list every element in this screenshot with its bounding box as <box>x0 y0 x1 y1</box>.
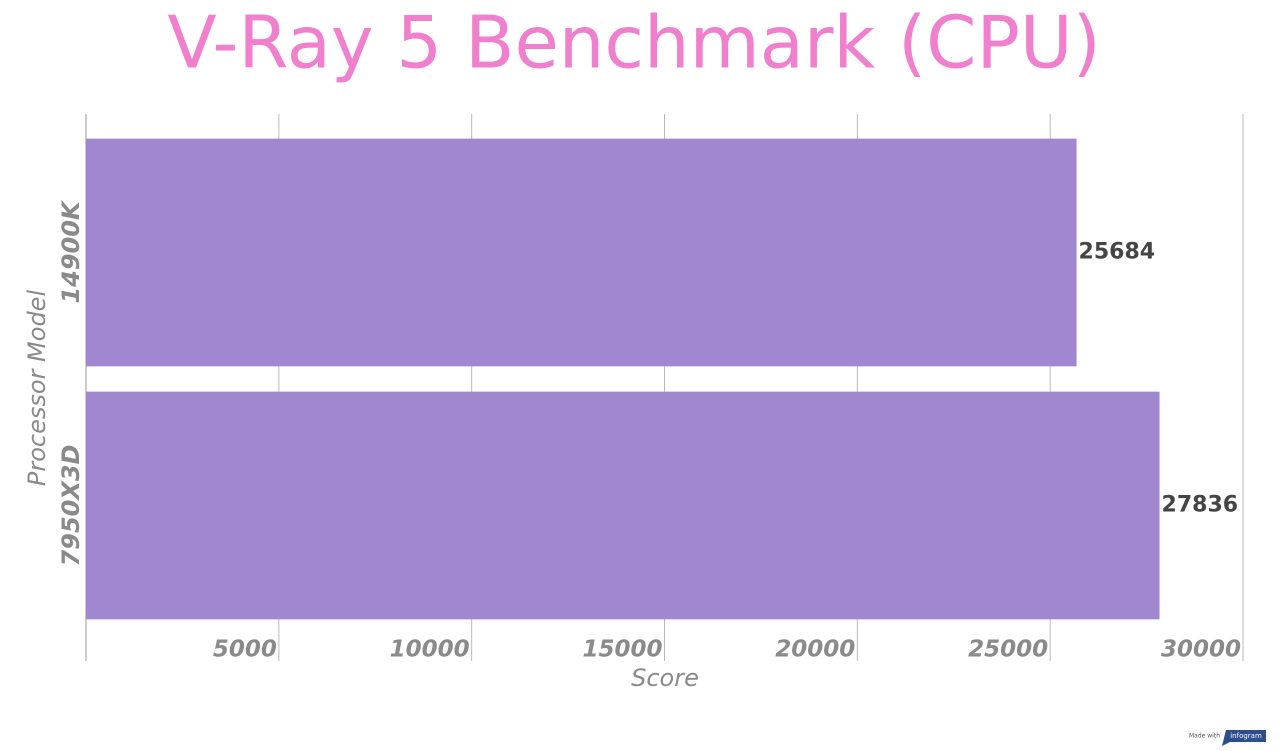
value-label: 25684 <box>1079 240 1156 265</box>
x-tick-label: 10000 <box>390 637 470 663</box>
footer-made-with: Made with <box>1189 733 1220 740</box>
value-label: 27836 <box>1162 493 1239 518</box>
x-tick-label: 15000 <box>582 637 662 663</box>
x-tick-label: 30000 <box>1161 637 1241 663</box>
bar <box>86 391 1160 620</box>
y-tick-label: 14900K <box>57 199 85 303</box>
footer-badge <box>1222 730 1266 746</box>
x-tick-label: 5000 <box>213 637 277 663</box>
y-tick-label: 7950X3D <box>57 445 85 567</box>
y-axis-label: Processor Model <box>23 290 51 487</box>
footer-brand: infogram <box>1230 732 1262 740</box>
bar <box>86 138 1077 367</box>
x-tick-label: 25000 <box>968 637 1048 663</box>
x-tick-label: 20000 <box>775 637 855 663</box>
chart-title: V-Ray 5 Benchmark (CPU) <box>167 1 1100 85</box>
x-axis-label: Score <box>631 664 699 692</box>
